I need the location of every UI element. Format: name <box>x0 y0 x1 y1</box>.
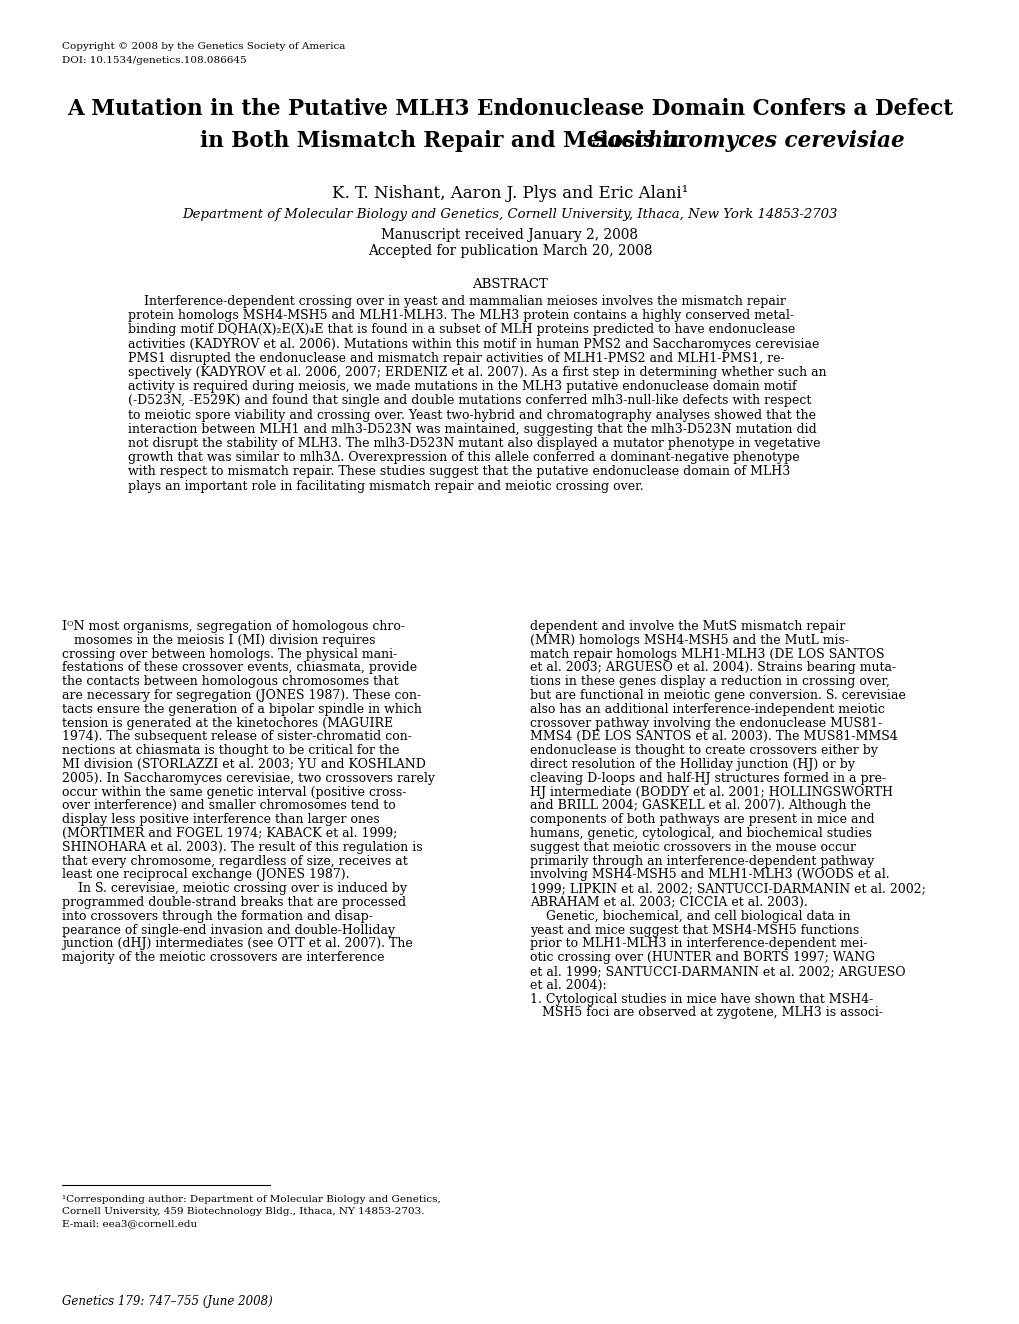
Text: not disrupt the stability of MLH3. The mlh3-D523N mutant also displayed a mutato: not disrupt the stability of MLH3. The m… <box>127 437 819 450</box>
Text: Genetics 179: 747–755 (June 2008): Genetics 179: 747–755 (June 2008) <box>62 1295 272 1308</box>
Text: endonuclease is thought to create crossovers either by: endonuclease is thought to create crosso… <box>530 744 877 757</box>
Text: match repair homologs MLH1-MLH3 (DE LOS SANTOS: match repair homologs MLH1-MLH3 (DE LOS … <box>530 647 883 661</box>
Text: display less positive interference than larger ones: display less positive interference than … <box>62 813 379 826</box>
Text: least one reciprocal exchange (JONES 1987).: least one reciprocal exchange (JONES 198… <box>62 869 350 882</box>
Text: interaction between MLH1 and mlh3-D523N was maintained, suggesting that the mlh3: interaction between MLH1 and mlh3-D523N … <box>127 422 816 436</box>
Text: the contacts between homologous chromosomes that: the contacts between homologous chromoso… <box>62 675 398 688</box>
Text: junction (dHJ) intermediates (see OTT et al. 2007). The: junction (dHJ) intermediates (see OTT et… <box>62 937 413 951</box>
Text: Cornell University, 459 Biotechnology Bldg., Ithaca, NY 14853-2703.: Cornell University, 459 Biotechnology Bl… <box>62 1207 424 1215</box>
Text: activities (KADYROV et al. 2006). Mutations within this motif in human PMS2 and : activities (KADYROV et al. 2006). Mutati… <box>127 338 818 351</box>
Text: in Both Mismatch Repair and Meiosis in: in Both Mismatch Repair and Meiosis in <box>200 130 693 152</box>
Text: direct resolution of the Holliday junction (HJ) or by: direct resolution of the Holliday juncti… <box>530 759 854 771</box>
Text: E-mail: eea3@cornell.edu: E-mail: eea3@cornell.edu <box>62 1219 197 1227</box>
Text: cleaving D-loops and half-HJ structures formed in a pre-: cleaving D-loops and half-HJ structures … <box>530 772 886 785</box>
Text: majority of the meiotic crossovers are interference: majority of the meiotic crossovers are i… <box>62 951 384 964</box>
Text: tension is generated at the kinetochores (MAGUIRE: tension is generated at the kinetochores… <box>62 716 392 730</box>
Text: are necessary for segregation (JONES 1987). These con-: are necessary for segregation (JONES 198… <box>62 688 421 702</box>
Text: with respect to mismatch repair. These studies suggest that the putative endonuc: with respect to mismatch repair. These s… <box>127 466 790 478</box>
Text: Copyright © 2008 by the Genetics Society of America: Copyright © 2008 by the Genetics Society… <box>62 42 345 52</box>
Text: et al. 2003; ARGUESO et al. 2004). Strains bearing muta-: et al. 2003; ARGUESO et al. 2004). Strai… <box>530 662 896 674</box>
Text: PMS1 disrupted the endonuclease and mismatch repair activities of MLH1-PMS2 and : PMS1 disrupted the endonuclease and mism… <box>127 352 784 365</box>
Text: into crossovers through the formation and disap-: into crossovers through the formation an… <box>62 910 373 923</box>
Text: 1999; LIPKIN et al. 2002; SANTUCCI-DARMANIN et al. 2002;: 1999; LIPKIN et al. 2002; SANTUCCI-DARMA… <box>530 882 925 895</box>
Text: dependent and involve the MutS mismatch repair: dependent and involve the MutS mismatch … <box>530 620 845 633</box>
Text: prior to MLH1-MLH3 in interference-dependent mei-: prior to MLH1-MLH3 in interference-depen… <box>530 937 866 951</box>
Text: et al. 2004):: et al. 2004): <box>530 978 606 992</box>
Text: SHINOHARA et al. 2003). The result of this regulation is: SHINOHARA et al. 2003). The result of th… <box>62 841 422 854</box>
Text: nections at chiasmata is thought to be critical for the: nections at chiasmata is thought to be c… <box>62 744 399 757</box>
Text: (MORTIMER and FOGEL 1974; KABACK et al. 1999;: (MORTIMER and FOGEL 1974; KABACK et al. … <box>62 828 397 839</box>
Text: Saccharomyces cerevisiae: Saccharomyces cerevisiae <box>591 130 904 152</box>
Text: pearance of single-end invasion and double-Holliday: pearance of single-end invasion and doub… <box>62 924 394 936</box>
Text: Genetic, biochemical, and cell biological data in: Genetic, biochemical, and cell biologica… <box>530 910 850 923</box>
Text: programmed double-strand breaks that are processed: programmed double-strand breaks that are… <box>62 896 406 910</box>
Text: protein homologs MSH4-MSH5 and MLH1-MLH3. The MLH3 protein contains a highly con: protein homologs MSH4-MSH5 and MLH1-MLH3… <box>127 310 793 322</box>
Text: et al. 1999; SANTUCCI-DARMANIN et al. 2002; ARGUESO: et al. 1999; SANTUCCI-DARMANIN et al. 20… <box>530 965 905 978</box>
Text: MSH5 foci are observed at zygotene, MLH3 is associ-: MSH5 foci are observed at zygotene, MLH3… <box>530 1006 882 1019</box>
Text: A Mutation in the Putative MLH3 Endonuclease Domain Confers a Defect: A Mutation in the Putative MLH3 Endonucl… <box>67 98 952 120</box>
Text: crossing over between homologs. The physical mani-: crossing over between homologs. The phys… <box>62 647 396 661</box>
Text: mosomes in the meiosis I (MI) division requires: mosomes in the meiosis I (MI) division r… <box>62 634 375 647</box>
Text: K. T. Nishant, Aaron J. Plys and Eric Alani¹: K. T. Nishant, Aaron J. Plys and Eric Al… <box>331 185 688 203</box>
Text: to meiotic spore viability and crossing over. Yeast two-hybrid and chromatograph: to meiotic spore viability and crossing … <box>127 409 815 421</box>
Text: components of both pathways are present in mice and: components of both pathways are present … <box>530 813 873 826</box>
Text: over interference) and smaller chromosomes tend to: over interference) and smaller chromosom… <box>62 800 395 813</box>
Text: 2005). In Saccharomyces cerevisiae, two crossovers rarely: 2005). In Saccharomyces cerevisiae, two … <box>62 772 434 785</box>
Text: but are functional in meiotic gene conversion. S. cerevisiae: but are functional in meiotic gene conve… <box>530 688 905 702</box>
Text: tacts ensure the generation of a bipolar spindle in which: tacts ensure the generation of a bipolar… <box>62 703 422 716</box>
Text: ABRAHAM et al. 2003; CICCIA et al. 2003).: ABRAHAM et al. 2003; CICCIA et al. 2003)… <box>530 896 807 910</box>
Text: activity is required during meiosis, we made mutations in the MLH3 putative endo: activity is required during meiosis, we … <box>127 380 796 393</box>
Text: (-D523N, -E529K) and found that single and double mutations conferred mlh3-null-: (-D523N, -E529K) and found that single a… <box>127 395 810 408</box>
Text: DOI: 10.1534/genetics.108.086645: DOI: 10.1534/genetics.108.086645 <box>62 56 247 65</box>
Text: Department of Molecular Biology and Genetics, Cornell University, Ithaca, New Yo: Department of Molecular Biology and Gene… <box>182 208 837 221</box>
Text: ¹Corresponding author: Department of Molecular Biology and Genetics,: ¹Corresponding author: Department of Mol… <box>62 1196 440 1204</box>
Text: Interference-dependent crossing over in yeast and mammalian meioses involves the: Interference-dependent crossing over in … <box>127 295 785 308</box>
Text: In S. cerevisiae, meiotic crossing over is induced by: In S. cerevisiae, meiotic crossing over … <box>62 882 407 895</box>
Text: that every chromosome, regardless of size, receives at: that every chromosome, regardless of siz… <box>62 854 408 867</box>
Text: also has an additional interference-independent meiotic: also has an additional interference-inde… <box>530 703 884 716</box>
Text: growth that was similar to mlh3Δ. Overexpression of this allele conferred a domi: growth that was similar to mlh3Δ. Overex… <box>127 451 799 465</box>
Text: HJ intermediate (BODDY et al. 2001; HOLLINGSWORTH: HJ intermediate (BODDY et al. 2001; HOLL… <box>530 785 892 798</box>
Text: binding motif DQHA(X)₂E(X)₄E that is found in a subset of MLH proteins predicted: binding motif DQHA(X)₂E(X)₄E that is fou… <box>127 323 795 336</box>
Text: suggest that meiotic crossovers in the mouse occur: suggest that meiotic crossovers in the m… <box>530 841 855 854</box>
Text: 1974). The subsequent release of sister-chromatid con-: 1974). The subsequent release of sister-… <box>62 731 412 743</box>
Text: crossover pathway involving the endonuclease MUS81-: crossover pathway involving the endonucl… <box>530 716 881 730</box>
Text: Manuscript received January 2, 2008: Manuscript received January 2, 2008 <box>381 228 638 242</box>
Text: tions in these genes display a reduction in crossing over,: tions in these genes display a reduction… <box>530 675 889 688</box>
Text: spectively (KADYROV et al. 2006, 2007; ERDENIZ et al. 2007). As a first step in : spectively (KADYROV et al. 2006, 2007; E… <box>127 365 825 379</box>
Text: 1. Cytological studies in mice have shown that MSH4-: 1. Cytological studies in mice have show… <box>530 993 872 1006</box>
Text: (MMR) homologs MSH4-MSH5 and the MutL mis-: (MMR) homologs MSH4-MSH5 and the MutL mi… <box>530 634 848 647</box>
Text: and BRILL 2004; GASKELL et al. 2007). Although the: and BRILL 2004; GASKELL et al. 2007). Al… <box>530 800 870 813</box>
Text: IᴼN most organisms, segregation of homologous chro-: IᴼN most organisms, segregation of homol… <box>62 620 405 633</box>
Text: occur within the same genetic interval (positive cross-: occur within the same genetic interval (… <box>62 785 406 798</box>
Text: festations of these crossover events, chiasmata, provide: festations of these crossover events, ch… <box>62 662 417 674</box>
Text: primarily through an interference-dependent pathway: primarily through an interference-depend… <box>530 854 873 867</box>
Text: humans, genetic, cytological, and biochemical studies: humans, genetic, cytological, and bioche… <box>530 828 871 839</box>
Text: MMS4 (DE LOS SANTOS et al. 2003). The MUS81-MMS4: MMS4 (DE LOS SANTOS et al. 2003). The MU… <box>530 731 897 743</box>
Text: plays an important role in facilitating mismatch repair and meiotic crossing ove: plays an important role in facilitating … <box>127 479 643 493</box>
Text: yeast and mice suggest that MSH4-MSH5 functions: yeast and mice suggest that MSH4-MSH5 fu… <box>530 924 858 936</box>
Text: Accepted for publication March 20, 2008: Accepted for publication March 20, 2008 <box>368 244 651 258</box>
Text: MI division (STORLAZZI et al. 2003; YU and KOSHLAND: MI division (STORLAZZI et al. 2003; YU a… <box>62 759 426 771</box>
Text: otic crossing over (HUNTER and BORTS 1997; WANG: otic crossing over (HUNTER and BORTS 199… <box>530 951 874 964</box>
Text: ABSTRACT: ABSTRACT <box>472 278 547 291</box>
Text: involving MSH4-MSH5 and MLH1-MLH3 (WOODS et al.: involving MSH4-MSH5 and MLH1-MLH3 (WOODS… <box>530 869 889 882</box>
